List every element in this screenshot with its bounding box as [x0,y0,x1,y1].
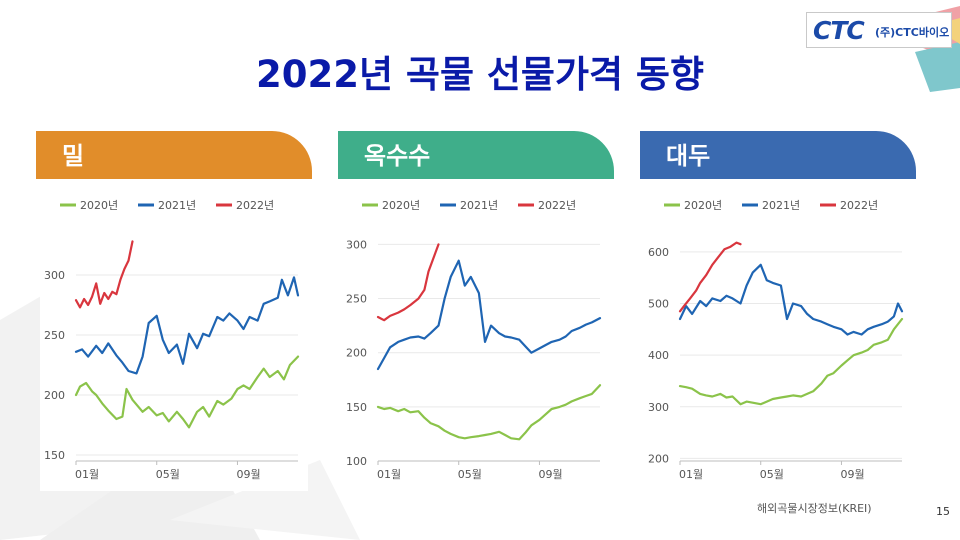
legend-label-0: 2020년 [80,199,118,212]
soybean-chart-body: 2020년 2021년 2022년 200 300 400 500 600 01월 05월 09월 [644,179,912,491]
wheat-chart-panel: 밀 2020년 2021년 2022년 150 200 250 300 01월 05월 09월 [36,131,312,491]
y-tick-label: 200 [648,452,669,465]
panel-header-corn: 옥수수 [338,131,614,179]
legend-label-0: 2020년 [382,199,420,212]
soybean-chart-panel: 대두 2020년 2021년 2022년 200 300 400 500 600 01월 05월 0… [640,131,916,491]
wheat-chart-body: 2020년 2021년 2022년 150 200 250 300 01월 05월 09월 [40,179,308,491]
y-tick-label: 150 [44,449,65,462]
y-tick-label: 300 [648,401,669,414]
x-tick-label: 05월 [458,468,482,481]
x-tick-label: 01월 [679,468,703,481]
source-note: 해외곡물시장정보(KREI) [757,502,872,515]
legend-label-1: 2021년 [762,199,800,212]
y-tick-label: 600 [648,246,669,259]
series-line-0 [678,317,904,406]
x-tick-label: 09월 [840,468,864,481]
legend-label-2: 2022년 [538,199,576,212]
series-line-2 [74,240,134,309]
series-line-0 [74,355,300,429]
y-tick-label: 250 [346,293,367,306]
legend-label-1: 2021년 [158,199,196,212]
legend-label-2: 2022년 [236,199,274,212]
y-tick-label: 200 [346,347,367,360]
series-line-1 [376,259,602,371]
x-tick-label: 05월 [156,468,180,481]
series-line-2 [678,241,742,313]
series-line-1 [678,263,904,336]
y-tick-label: 200 [44,389,65,402]
y-tick-label: 150 [346,401,367,414]
panel-header-soybean: 대두 [640,131,916,179]
y-tick-label: 300 [346,238,367,251]
x-tick-label: 09월 [236,468,260,481]
slide-title: 2022년 곡물 선물가격 동향 [256,53,704,96]
company-logo: CTC (주)CTC바이오 [806,12,952,48]
soybean-chart: 2020년 2021년 2022년 200 300 400 500 600 01월 05월 09월 [648,199,904,481]
y-tick-label: 400 [648,349,669,362]
x-tick-label: 01월 [75,468,99,481]
y-tick-label: 100 [346,455,367,468]
corn-chart: 2020년 2021년 2022년 100 150 200 250 300 01월 05월 09월 [346,199,602,481]
x-tick-label: 01월 [377,468,401,481]
logo-mark: CTC [813,16,865,45]
series-line-2 [376,243,440,322]
corn-chart-panel: 옥수수 2020년 2021년 2022년 100 150 200 250 300 01월 05월… [338,131,614,491]
series-line-0 [376,384,602,441]
legend-label-2: 2022년 [840,199,878,212]
page-number: 15 [936,505,950,518]
legend-label-1: 2021년 [460,199,498,212]
x-tick-label: 09월 [538,468,562,481]
y-tick-label: 300 [44,269,65,282]
panel-header-wheat: 밀 [36,131,312,179]
logo-text: (주)CTC바이오 [875,26,950,39]
series-line-1 [74,276,300,375]
wheat-chart: 2020년 2021년 2022년 150 200 250 300 01월 05월 09월 [44,199,300,481]
corn-chart-body: 2020년 2021년 2022년 100 150 200 250 300 01월 05월 09월 [342,179,610,491]
x-tick-label: 05월 [760,468,784,481]
y-tick-label: 500 [648,298,669,311]
y-tick-label: 250 [44,329,65,342]
legend-label-0: 2020년 [684,199,722,212]
